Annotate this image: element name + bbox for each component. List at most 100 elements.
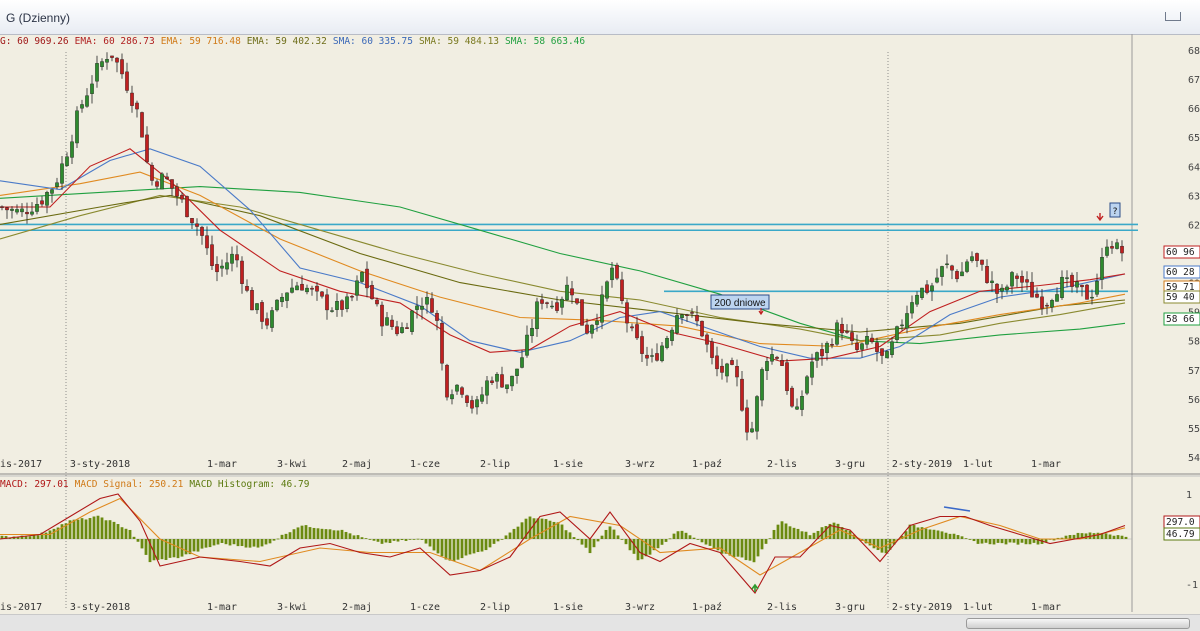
candle-body[interactable] [435,313,439,321]
candle-body[interactable] [555,302,559,311]
candle-body[interactable] [615,264,619,279]
candle-body[interactable] [85,95,89,107]
candle-body[interactable] [575,298,579,304]
annotation-200-box[interactable] [710,294,770,310]
candle-body[interactable] [1000,287,1004,292]
candle-body[interactable] [135,102,139,110]
candle-body[interactable] [850,332,854,342]
candle-body[interactable] [670,329,674,341]
candle-body[interactable] [60,163,64,184]
candle-body[interactable] [750,428,754,433]
candle-body[interactable] [620,279,624,301]
candle-body[interactable] [860,343,864,350]
candle-body[interactable] [1075,281,1079,288]
candle-body[interactable] [95,63,99,82]
candle-body[interactable] [395,326,399,335]
candle-body[interactable] [905,313,909,329]
candle-body[interactable] [25,211,29,215]
candle-body[interactable] [260,302,264,322]
candle-body[interactable] [945,263,949,266]
candle-body[interactable] [275,299,279,311]
candle-body[interactable] [640,336,644,354]
candle-body[interactable] [15,209,19,213]
candle-body[interactable] [185,196,189,218]
candle-body[interactable] [930,285,934,292]
candle-body[interactable] [950,265,954,271]
candle-body[interactable] [705,334,709,345]
candle-body[interactable] [695,314,699,322]
candle-body[interactable] [55,182,59,187]
candle-body[interactable] [685,314,689,316]
candle-body[interactable] [325,294,329,311]
candle-body[interactable] [170,179,174,189]
candle-body[interactable] [960,271,964,277]
candle-body[interactable] [785,362,789,392]
candle-body[interactable] [865,336,869,345]
candle-body[interactable] [160,173,164,190]
candle-body[interactable] [1100,257,1104,280]
candle-body[interactable] [345,296,349,310]
candle-body[interactable] [1045,304,1049,307]
candle-body[interactable] [200,226,204,236]
candle-body[interactable] [265,318,269,326]
candle-body[interactable] [490,380,494,383]
candle-body[interactable] [775,356,779,359]
candle-body[interactable] [810,361,814,378]
candle-body[interactable] [625,302,629,324]
candle-body[interactable] [1010,272,1014,287]
candle-body[interactable] [330,310,334,312]
candle-body[interactable] [0,206,4,208]
candle-body[interactable] [45,192,49,206]
candle-body[interactable] [290,287,294,293]
candle-body[interactable] [1020,276,1024,283]
candle-body[interactable] [280,296,284,303]
candle-body[interactable] [385,317,389,326]
candle-body[interactable] [105,59,109,63]
candle-body[interactable] [635,324,639,339]
candle-body[interactable] [875,342,879,352]
candle-body[interactable] [645,354,649,359]
candle-body[interactable] [370,285,374,300]
candle-body[interactable] [420,305,424,310]
candle-body[interactable] [755,396,759,432]
candle-body[interactable] [580,299,584,326]
candle-body[interactable] [430,298,434,313]
price-chart-svg[interactable]: 686766656463626160595857565554lis-20173-… [0,0,1200,614]
candle-body[interactable] [795,406,799,410]
candle-body[interactable] [1035,293,1039,298]
candle-body[interactable] [1040,296,1044,309]
candle-body[interactable] [885,351,889,359]
candle-body[interactable] [560,298,564,308]
candle-body[interactable] [415,305,419,310]
candle-body[interactable] [75,110,79,144]
candle-body[interactable] [225,262,229,270]
candle-body[interactable] [315,285,319,292]
candle-body[interactable] [175,186,179,197]
candle-body[interactable] [1055,294,1059,302]
candle-body[interactable] [1085,284,1089,300]
candle-body[interactable] [240,260,244,284]
candle-body[interactable] [505,384,509,389]
candle-body[interactable] [340,300,344,310]
candle-body[interactable] [700,320,704,337]
candle-body[interactable] [1080,284,1084,288]
candle-body[interactable] [445,364,449,398]
candle-body[interactable] [1095,280,1099,295]
candle-body[interactable] [465,395,469,403]
candle-body[interactable] [5,207,9,211]
candle-body[interactable] [1120,245,1124,254]
candle-body[interactable] [440,322,444,364]
candle-body[interactable] [230,253,234,264]
candle-body[interactable] [765,361,769,371]
candle-body[interactable] [390,319,394,327]
candle-body[interactable] [680,314,684,319]
candle-body[interactable] [595,320,599,325]
candle-body[interactable] [1070,274,1074,287]
candle-body[interactable] [655,353,659,361]
candle-body[interactable] [115,57,119,63]
candle-body[interactable] [400,327,404,333]
candle-body[interactable] [770,354,774,362]
candle-body[interactable] [965,261,969,272]
candle-body[interactable] [110,55,114,58]
candle-body[interactable] [840,323,844,334]
